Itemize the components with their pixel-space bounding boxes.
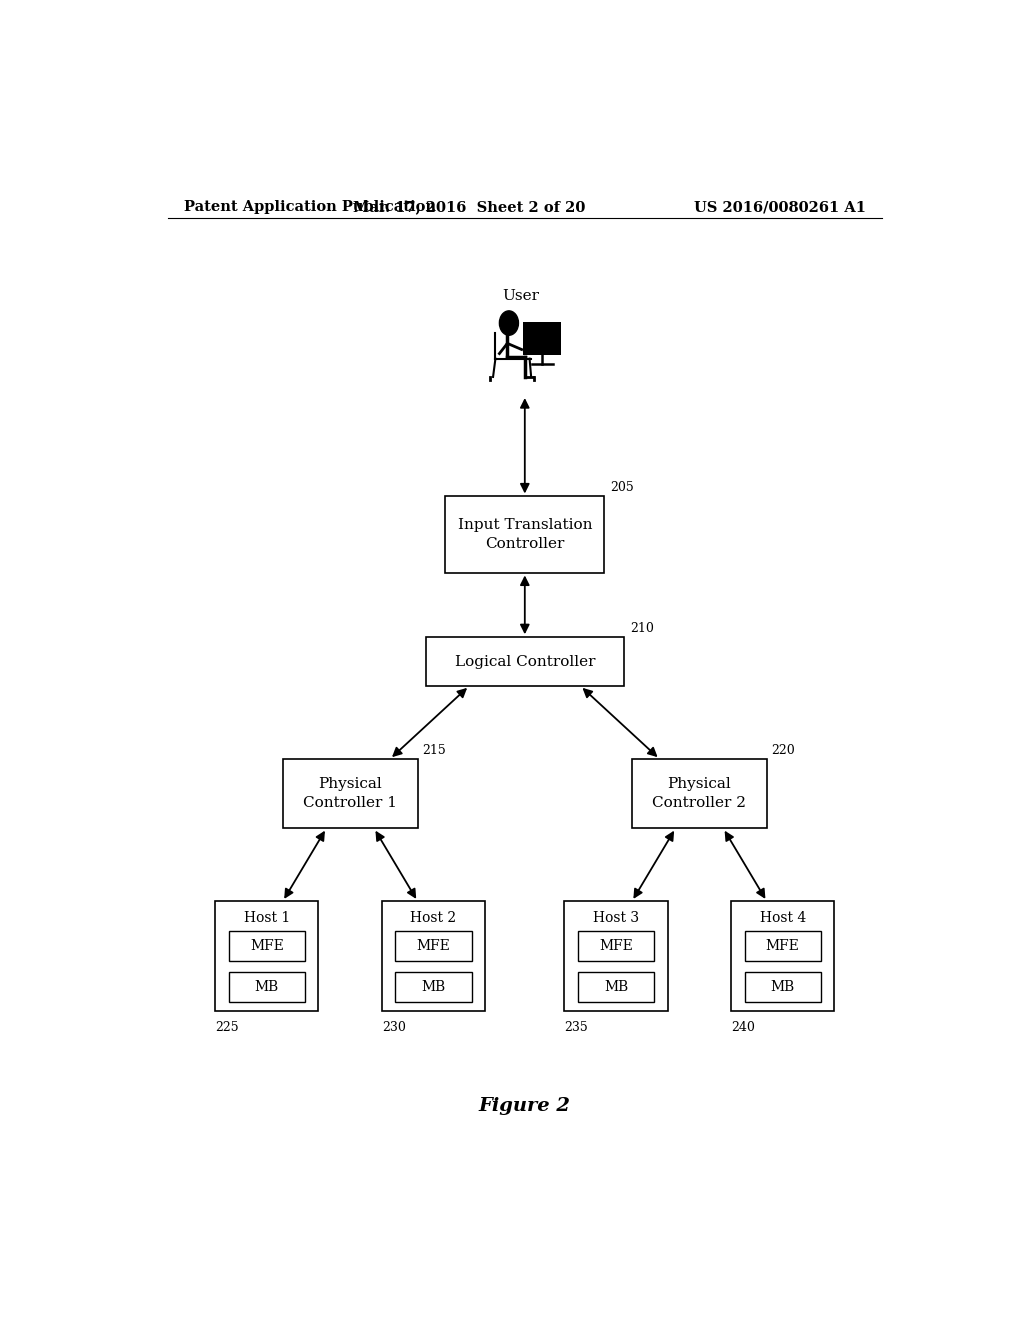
- Bar: [564, 902, 668, 1011]
- Text: MB: MB: [255, 979, 279, 994]
- Text: Host 2: Host 2: [411, 911, 457, 924]
- Bar: [426, 638, 624, 686]
- Text: Host 1: Host 1: [244, 911, 290, 924]
- Text: 215: 215: [423, 744, 446, 758]
- Text: 235: 235: [564, 1022, 588, 1035]
- Bar: [744, 972, 821, 1002]
- Circle shape: [500, 312, 518, 335]
- Bar: [228, 931, 305, 961]
- Text: MFE: MFE: [599, 939, 633, 953]
- Bar: [632, 759, 767, 828]
- Bar: [395, 931, 472, 961]
- Text: 220: 220: [772, 744, 796, 758]
- Bar: [578, 972, 654, 1002]
- Text: Mar. 17, 2016  Sheet 2 of 20: Mar. 17, 2016 Sheet 2 of 20: [353, 201, 586, 214]
- Text: MFE: MFE: [417, 939, 451, 953]
- Text: 230: 230: [382, 1022, 406, 1035]
- Text: 240: 240: [731, 1022, 755, 1035]
- Text: Figure 2: Figure 2: [479, 1097, 570, 1114]
- Text: MFE: MFE: [250, 939, 284, 953]
- Text: Input Translation
Controller: Input Translation Controller: [458, 519, 592, 550]
- Bar: [578, 931, 654, 961]
- Text: Host 4: Host 4: [760, 911, 806, 924]
- Bar: [215, 902, 318, 1011]
- Text: US 2016/0080261 A1: US 2016/0080261 A1: [694, 201, 866, 214]
- Bar: [395, 972, 472, 1002]
- Text: MFE: MFE: [766, 939, 800, 953]
- Text: User: User: [503, 289, 540, 302]
- Text: 210: 210: [631, 622, 654, 635]
- Bar: [744, 931, 821, 961]
- Text: Patent Application Publication: Patent Application Publication: [183, 201, 435, 214]
- Bar: [228, 972, 305, 1002]
- Text: 225: 225: [215, 1022, 239, 1035]
- Text: Physical
Controller 2: Physical Controller 2: [652, 777, 746, 810]
- Text: MB: MB: [604, 979, 628, 994]
- Text: MB: MB: [771, 979, 795, 994]
- Text: Host 3: Host 3: [593, 911, 639, 924]
- Text: Logical Controller: Logical Controller: [455, 655, 595, 668]
- Bar: [523, 322, 561, 355]
- Text: MB: MB: [422, 979, 445, 994]
- Text: Physical
Controller 1: Physical Controller 1: [303, 777, 397, 810]
- Bar: [445, 496, 604, 573]
- Bar: [382, 902, 485, 1011]
- Text: 205: 205: [610, 482, 634, 494]
- Bar: [283, 759, 418, 828]
- Bar: [731, 902, 835, 1011]
